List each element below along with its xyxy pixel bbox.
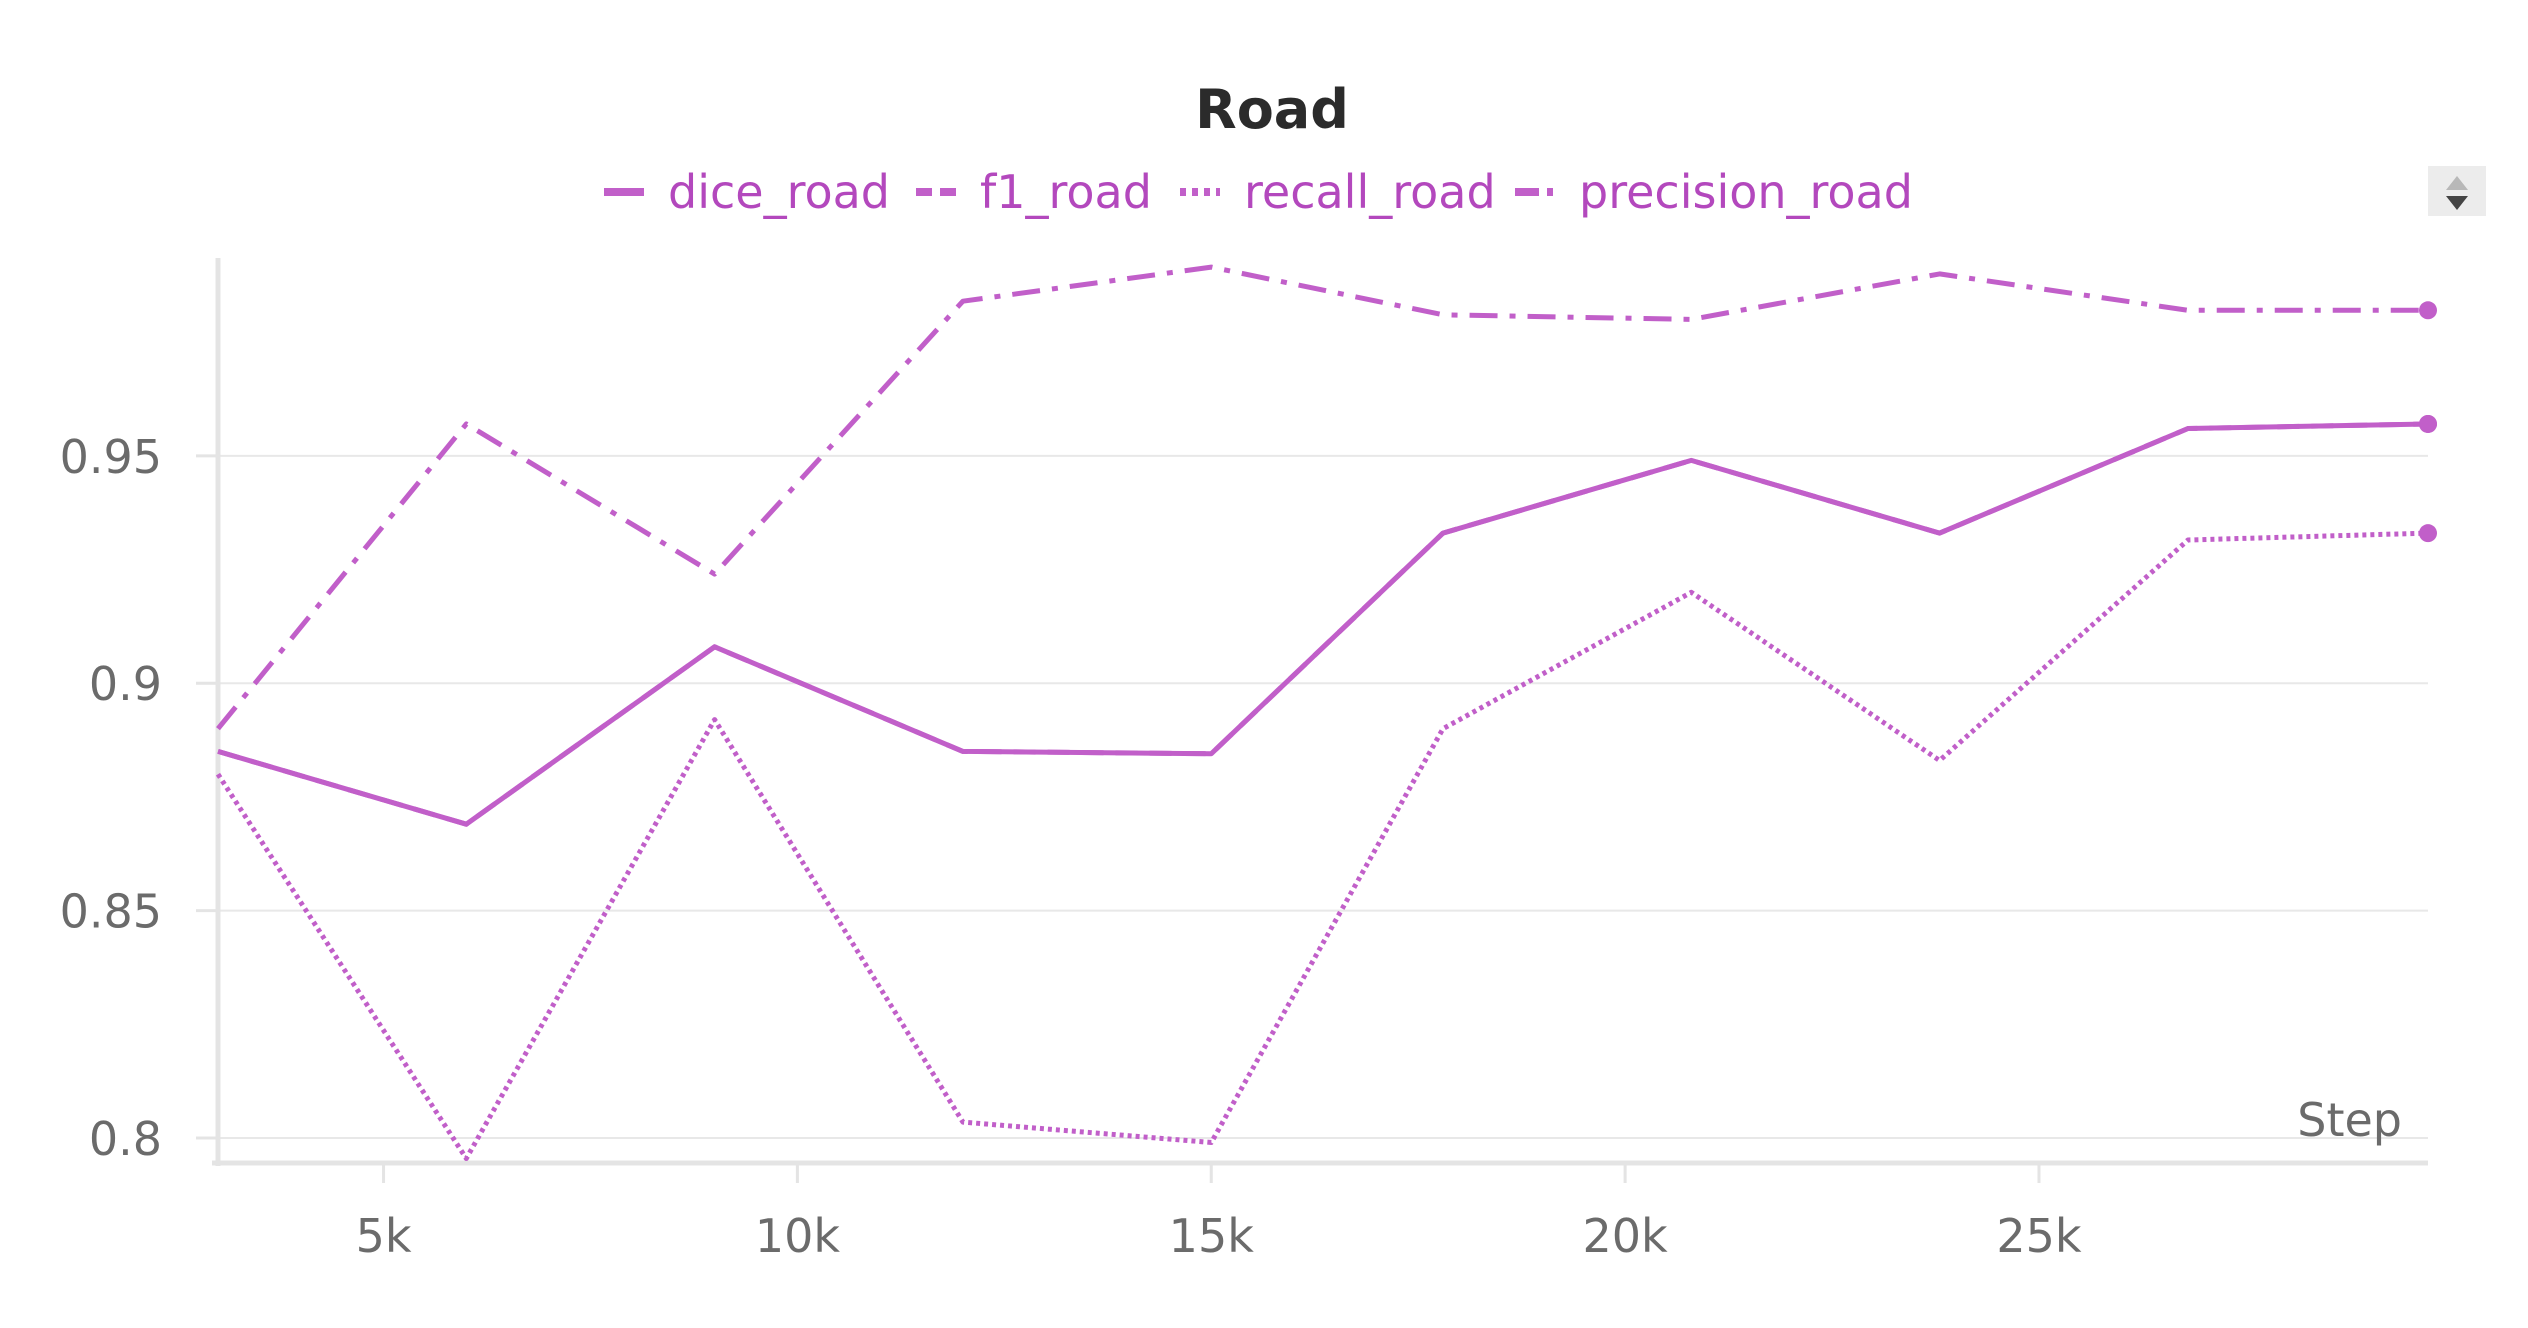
x-tick-label: 15k — [1169, 1209, 1255, 1263]
series-lines — [215, 264, 2437, 1161]
series-end-point-precision_road — [2419, 301, 2437, 320]
legend-label: precision_road — [1579, 165, 1913, 219]
legend-item-recall_road: recall_road — [1180, 165, 1496, 219]
x-tick-label: 5k — [356, 1209, 412, 1263]
legend-item-f1_road: f1_road — [916, 165, 1152, 219]
scroll-down-icon[interactable] — [2446, 196, 2468, 210]
axes — [196, 258, 2428, 1183]
legend: dice_road f1_road recall_road precision_roa… — [604, 165, 1913, 219]
grid — [218, 454, 2428, 1139]
y-tick-label: 0.85 — [60, 885, 162, 939]
x-axis-label: Step — [2297, 1093, 2402, 1147]
y-tick-labels: 0.8 0.85 0.9 0.95 — [60, 430, 162, 1166]
series-end-point-f1_road — [2419, 414, 2437, 433]
scroll-up-icon[interactable] — [2446, 176, 2468, 190]
x-tick-label: 20k — [1583, 1209, 1669, 1263]
series-end-point-recall_road — [2419, 524, 2437, 543]
chart-title: Road — [1195, 78, 1349, 141]
x-tick-labels: 5k 10k 15k 20k 25k — [356, 1209, 2082, 1263]
x-tick-label: 25k — [1996, 1209, 2082, 1263]
legend-scroll-control[interactable] — [2428, 166, 2486, 216]
series-line-recall_road — [215, 530, 2429, 1161]
legend-item-dice_road: dice_road — [604, 165, 890, 219]
series-line-f1_road — [217, 421, 2429, 827]
legend-label: f1_road — [980, 165, 1152, 219]
y-tick-label: 0.95 — [60, 430, 162, 484]
series-line-precision_road — [216, 264, 2428, 731]
legend-label: recall_road — [1244, 165, 1496, 219]
y-tick-label: 0.9 — [89, 657, 162, 711]
legend-label: dice_road — [668, 165, 890, 219]
y-tick-label: 0.8 — [89, 1112, 162, 1166]
x-tick-label: 10k — [755, 1209, 841, 1263]
legend-item-precision_road: precision_road — [1515, 165, 1913, 219]
